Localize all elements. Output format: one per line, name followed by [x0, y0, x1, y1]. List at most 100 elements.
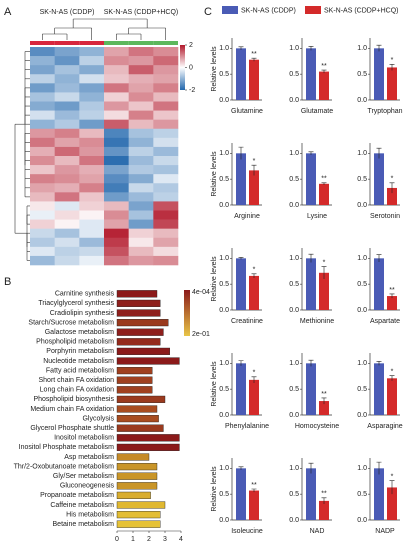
heatmap-cell: [54, 201, 80, 211]
y-tick-label: 0.5: [219, 176, 229, 183]
heatmap-cell: [30, 255, 55, 266]
error-bar: [308, 462, 314, 474]
heatmap-cell: [153, 156, 179, 166]
bar: [249, 275, 259, 310]
heatmap-cell: [104, 156, 129, 166]
y-tick-label: 0.5: [357, 281, 367, 288]
category-label: Tryptophan: [367, 108, 402, 115]
y-axis-label: Relative levels: [211, 46, 218, 92]
heatmap-cell: [54, 246, 80, 257]
bar: [116, 501, 166, 509]
heatmap-cell: [104, 101, 129, 111]
bar: [116, 299, 161, 308]
significance: *: [391, 57, 394, 64]
heatmap-cell: [79, 156, 105, 166]
category-label: Methionine: [300, 318, 334, 325]
y-tick-label: 0.5: [357, 176, 367, 183]
y-tick-label: 0.5: [219, 491, 229, 498]
error-bar: [321, 497, 327, 504]
significance: *: [253, 158, 256, 165]
colorbar-label: 0: [189, 64, 193, 71]
heatmap-cell: [104, 165, 129, 175]
heatmap-cell: [153, 237, 179, 248]
bar: [116, 319, 169, 327]
heatmap-cell: [30, 228, 55, 239]
group-bar: [153, 41, 178, 45]
heatmap-cell: [30, 110, 55, 120]
heatmap-cell: [30, 74, 55, 84]
error-bar: [238, 360, 244, 366]
y-axis-label: Relative levels: [211, 466, 218, 512]
error-bar: [238, 146, 244, 160]
y-axis-label: Relative levels: [211, 361, 218, 407]
category-label: Propanoate metabolism: [40, 492, 114, 499]
heatmap-cell: [153, 128, 179, 139]
heatmap-cell: [104, 192, 129, 202]
heatmap-cell: [128, 83, 154, 93]
heatmap-cell: [128, 246, 154, 257]
bar: [116, 328, 164, 336]
heatmap-cell: [54, 183, 80, 193]
bar: [116, 415, 159, 423]
heatmap-cell: [104, 255, 129, 266]
significance: **: [389, 287, 395, 294]
heatmap-cell: [54, 92, 80, 102]
bar: [306, 153, 316, 205]
y-tick-label: 0.0: [289, 412, 299, 419]
category-label: NADP: [375, 528, 395, 535]
heatmap-cell: [79, 92, 105, 102]
heatmap-cell: [79, 74, 105, 84]
heatmap-cell: [104, 65, 129, 75]
category-label: Nucleotide metabolism: [43, 358, 114, 365]
x-tick-label: 3: [163, 536, 167, 543]
error-bar: [321, 397, 327, 405]
error-bar: [238, 257, 244, 260]
heatmap-cell: [79, 228, 105, 239]
bar: [387, 67, 397, 100]
heatmap-cell: [153, 219, 179, 229]
bar: [116, 463, 158, 471]
heatmap-cell: [54, 228, 80, 239]
significance: *: [253, 267, 256, 274]
error-bar: [238, 466, 244, 470]
error-bar: [308, 253, 314, 263]
heatmap-cell: [54, 128, 80, 139]
heatmap-cell: [30, 192, 55, 202]
y-tick-label: 0.5: [219, 71, 229, 78]
bar: [249, 170, 259, 205]
y-tick-label: 1.0: [357, 45, 367, 52]
bar: [116, 482, 158, 490]
category-label: Galactose metabolism: [45, 329, 114, 336]
heatmap-cell: [153, 255, 179, 266]
bar: [387, 378, 397, 415]
category-label: Lysine: [307, 213, 327, 220]
heatmap-cell: [128, 74, 154, 84]
y-tick-label: 1.0: [357, 150, 367, 157]
significance: **: [321, 63, 327, 70]
heatmap-cell: [54, 119, 80, 130]
y-tick-label: 0.5: [289, 71, 299, 78]
heatmap-cell: [54, 56, 80, 66]
category-label: Isoleucine: [231, 528, 263, 535]
legend-label: SK-N-AS (CDDP): [241, 7, 296, 14]
legend-swatch: [305, 6, 321, 14]
heatmap-cell: [54, 65, 80, 75]
heatmap-cell: [104, 228, 129, 239]
heatmap-cell: [30, 56, 55, 66]
category-label: Asparagine: [367, 423, 403, 430]
y-tick-label: 0.0: [357, 517, 367, 524]
heatmap-cell: [79, 237, 105, 248]
heatmap-cell: [54, 255, 80, 266]
y-tick-label: 0.0: [289, 202, 299, 209]
heatmap-cell: [128, 237, 154, 248]
y-tick-label: 0.5: [219, 386, 229, 393]
heatmap-cell: [104, 183, 129, 193]
significance: **: [251, 51, 257, 58]
y-tick-label: 0.0: [357, 202, 367, 209]
heatmap-cell: [30, 137, 55, 148]
y-tick-label: 0.0: [219, 412, 229, 419]
heatmap-cell: [54, 74, 80, 84]
y-tick-label: 1.0: [357, 360, 367, 367]
heatmap-cell: [79, 183, 105, 193]
bar: [236, 363, 246, 415]
